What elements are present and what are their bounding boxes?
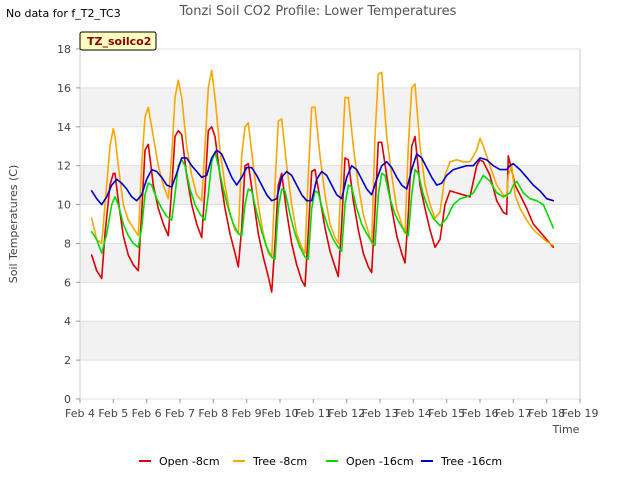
series-line-open-8cm [90, 126, 555, 293]
y-tick-label: 2 [64, 354, 71, 367]
y-tick-label: 8 [64, 237, 71, 250]
plot-band [80, 49, 580, 88]
y-tick-label: 12 [57, 160, 71, 173]
x-tick-label: Feb 13 [362, 407, 399, 420]
y-tick-label: 4 [64, 315, 71, 328]
x-tick-label: Feb 15 [428, 407, 465, 420]
x-tick-label: Feb 10 [262, 407, 299, 420]
series-line-tree-16cm [90, 149, 555, 206]
legend-label: Tree -16cm [440, 455, 502, 468]
chart-title: Tonzi Soil CO2 Profile: Lower Temperatur… [179, 4, 457, 19]
legend-label: Open -8cm [159, 455, 220, 468]
dataset-badge-box [79, 31, 157, 51]
x-tick-label: Feb 11 [295, 407, 332, 420]
x-axis: Feb 4 Feb 5 Feb 6 Feb 7 Feb 8 Feb 9 Feb 10Feb … [65, 399, 598, 420]
series-line-tree-8cm [90, 69, 555, 258]
y-tick-label: 18 [57, 43, 71, 56]
legend: Open -8cm Tree -8cm Open -16cm Tree -16cm [139, 455, 502, 468]
plot-band [80, 321, 580, 361]
x-tick-label: Feb 14 [395, 407, 432, 420]
plot-band [80, 360, 580, 399]
series-layer [90, 69, 555, 293]
x-tick-label: Feb 9 [232, 407, 262, 420]
x-tick-label: Feb 16 [462, 407, 499, 420]
y-axis-title: Soil Temperatures (C) [7, 165, 20, 284]
x-axis-title: Time [552, 423, 580, 436]
y-tick-label: 16 [57, 82, 71, 95]
y-tick-label: 6 [64, 276, 71, 289]
x-tick-label: Feb 17 [495, 407, 532, 420]
series-line-open-16cm [90, 151, 555, 260]
x-tick-label: Feb 4 [65, 407, 95, 420]
x-tick-label: Feb 6 [132, 407, 162, 420]
plot-band [80, 87, 580, 127]
dataset-badge: TZ_soilco2 [79, 31, 157, 51]
y-tick-label: 0 [64, 393, 71, 406]
no-data-note: No data for f_T2_TC3 [6, 7, 121, 20]
plot-band [80, 282, 580, 322]
dataset-badge-label: TZ_soilco2 [87, 35, 151, 48]
y-tick-label: 10 [57, 199, 71, 212]
y-tick-label: 14 [57, 121, 71, 134]
x-tick-label: Feb 5 [98, 407, 128, 420]
x-tick-label: Feb 18 [528, 407, 565, 420]
x-tick-label: Feb 12 [328, 407, 365, 420]
legend-label: Tree -8cm [252, 455, 307, 468]
plot-band [80, 126, 580, 166]
x-tick-label: Feb 8 [198, 407, 228, 420]
x-tick-label: Feb 7 [165, 407, 195, 420]
legend-label: Open -16cm [346, 455, 414, 468]
y-axis: 0 2 4 6 8 10 12 14 16 18 [57, 43, 580, 406]
x-tick-label: Feb 19 [562, 407, 599, 420]
